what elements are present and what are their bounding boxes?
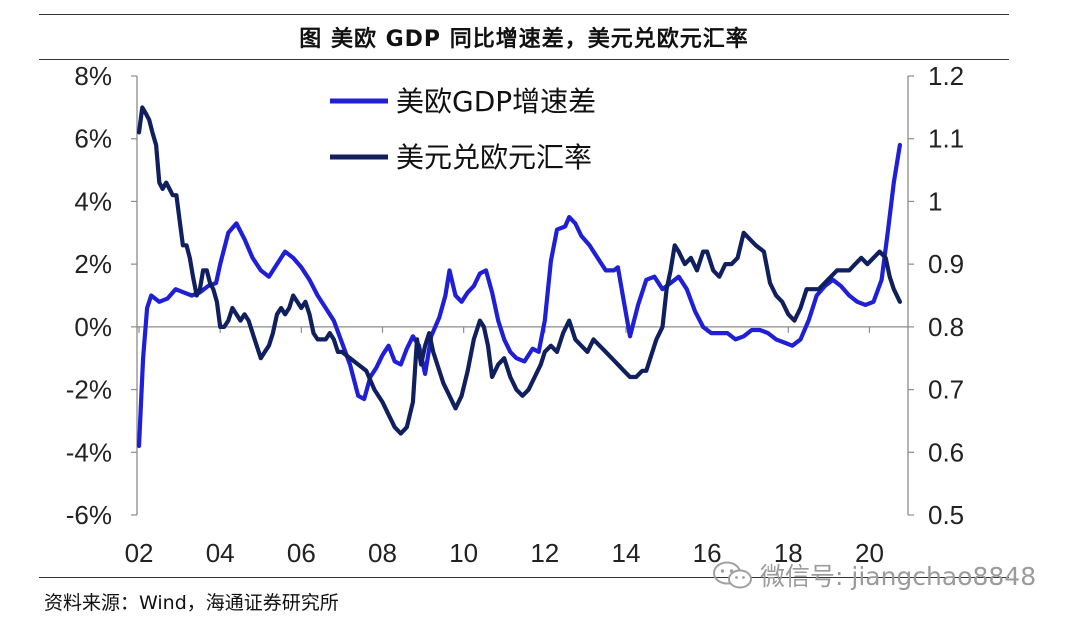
x-tick-label: 16 <box>693 538 722 568</box>
right-y-tick-label: 0.5 <box>928 500 964 530</box>
x-tick-label: 10 <box>449 538 478 568</box>
left-y-tick-label: 4% <box>74 186 112 216</box>
left-y-tick-label: -4% <box>66 437 112 467</box>
dual-axis-line-chart: -6% -4% -2% 0% 2% 4% 6% 8% 0.5 0.6 0.7 0.8 0.9 1 1.1 1.… <box>66 61 964 568</box>
right-y-tick-label: 1 <box>928 186 942 216</box>
left-y-tick-label: 6% <box>74 124 112 154</box>
right-y-tick-label: 0.9 <box>928 249 964 279</box>
right-y-tick-label: 0.6 <box>928 437 964 467</box>
right-y-tick-label: 1.2 <box>928 61 964 91</box>
right-y-tick-label: 1.1 <box>928 124 964 154</box>
gdp-growth-diff-line <box>136 142 902 449</box>
x-tick-label: 02 <box>125 538 154 568</box>
x-tick-label: 12 <box>530 538 559 568</box>
left-y-tick-label: -6% <box>66 500 112 530</box>
x-tick-label: 14 <box>612 538 641 568</box>
x-tick-label: 08 <box>368 538 397 568</box>
watermark: 微信号: jiangchao8848 <box>712 557 1036 593</box>
left-y-tick-label: 8% <box>74 61 112 91</box>
left-y-tick-label: 0% <box>74 312 112 342</box>
wechat-icon <box>713 561 752 589</box>
legend-label-gdp: 美欧GDP增速差 <box>396 85 596 118</box>
left-y-tick-label: -2% <box>66 375 112 405</box>
right-y-tick-label: 0.8 <box>928 312 964 342</box>
x-tick-label: 04 <box>206 538 235 568</box>
footer-divider <box>39 577 1009 578</box>
usd-eur-rate-line <box>136 105 902 436</box>
chart-title: 图 美欧 GDP 同比增速差，美元兑欧元汇率 <box>299 27 749 52</box>
source-note: 资料来源：Wind，海通证券研究所 <box>44 592 339 614</box>
watermark-text: 微信号: jiangchao8848 <box>760 562 1037 591</box>
x-tick-label: 20 <box>855 538 884 568</box>
chart-title-bar: 图 美欧 GDP 同比增速差，美元兑欧元汇率 <box>39 14 1009 60</box>
left-y-tick-label: 2% <box>74 249 112 279</box>
legend-label-fx: 美元兑欧元汇率 <box>396 141 592 174</box>
right-y-tick-label: 0.7 <box>928 375 964 405</box>
x-tick-label: 18 <box>774 538 803 568</box>
x-tick-label: 06 <box>287 538 316 568</box>
